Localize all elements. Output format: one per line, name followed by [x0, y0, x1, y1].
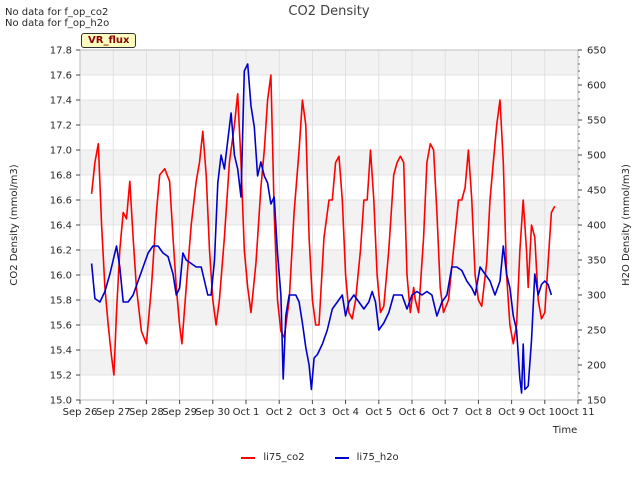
y-tick-label: 16.2: [50, 246, 72, 257]
y-tick-label: 15.8: [50, 296, 72, 307]
legend-swatch-co2: [241, 456, 256, 459]
axis-ticks: 15.0 15.2 15.4 15.6 15.8 16.0 16.2 16.4 16.6 16.8…: [50, 46, 606, 419]
y2-tick-label: 500: [587, 151, 606, 162]
y2-tick-label: 150: [587, 396, 606, 407]
y2-tick-label: 400: [587, 221, 606, 232]
y2-tick-label: 300: [587, 291, 606, 302]
legend-label-h2o: li75_h2o: [356, 452, 399, 463]
series-line-li75_h2o: [90, 63, 553, 394]
y-tick-label: 17.2: [50, 121, 72, 132]
y-axis-label: CO2 Density (mmol/m3): [9, 164, 20, 285]
x-tick-label: Oct 1: [233, 407, 260, 418]
y2-tick-label: 650: [587, 46, 606, 57]
y-tick-label: 15.4: [50, 346, 72, 357]
x-tick-label: Oct 9: [498, 407, 525, 418]
y2-axis-label: H2O Density (mmol/m3): [621, 164, 632, 286]
x-axis-label: Time: [552, 425, 577, 436]
vr-flux-badge: VR_flux: [81, 33, 137, 48]
x-tick-label: Oct 3: [299, 407, 326, 418]
y2-tick-label: 350: [587, 256, 606, 267]
series-line-li75_co2: [90, 74, 556, 376]
x-tick-label: Sep 27: [96, 407, 131, 418]
y-tick-label: 17.6: [50, 71, 72, 82]
y-tick-label: 17.0: [50, 146, 72, 157]
x-tick-label: Sep 26: [63, 407, 98, 418]
legend-item-h2o[interactable]: li75_h2o: [334, 452, 399, 463]
x-tick-label: Oct 6: [399, 407, 426, 418]
legend-label-co2: li75_co2: [263, 452, 305, 463]
y-tick-label: 16.6: [50, 196, 72, 207]
no-data-note-h2o: No data for f_op_h2o: [5, 18, 110, 29]
y-tick-label: 16.8: [50, 171, 72, 182]
x-tick-label: Oct 10: [528, 407, 561, 418]
y2-tick-label: 200: [587, 361, 606, 372]
plot-band: [80, 50, 578, 75]
no-data-note-co2: No data for f_op_co2: [5, 7, 109, 18]
legend-swatch-h2o: [334, 456, 349, 459]
x-tick-label: Oct 5: [365, 407, 392, 418]
chart-title: CO2 Density: [288, 4, 369, 19]
y2-tick-label: 250: [587, 326, 606, 337]
series-lines: [90, 63, 556, 394]
y-tick-label: 16.4: [50, 221, 72, 232]
x-tick-label: Oct 2: [266, 407, 293, 418]
legend-item-co2[interactable]: li75_co2: [241, 452, 305, 463]
y-tick-label: 17.8: [50, 46, 72, 57]
plot-band: [80, 350, 578, 375]
y-tick-label: 17.4: [50, 96, 72, 107]
x-tick-label: Oct 4: [332, 407, 359, 418]
plot-band: [80, 250, 578, 275]
y-tick-label: 16.0: [50, 271, 72, 282]
x-tick-label: Sep 29: [162, 407, 197, 418]
x-tick-label: Oct 7: [432, 407, 459, 418]
x-tick-label: Oct 8: [465, 407, 492, 418]
y2-tick-label: 450: [587, 186, 606, 197]
y2-tick-label: 600: [587, 81, 606, 92]
plot-band: [80, 100, 578, 125]
y-tick-label: 15.6: [50, 321, 72, 332]
y-tick-label: 15.2: [50, 371, 72, 382]
x-tick-label: Sep 30: [195, 407, 230, 418]
gridlines: [79, 49, 579, 401]
legend: li75_co2 li75_h2o: [0, 452, 640, 463]
y2-tick-label: 550: [587, 116, 606, 127]
x-tick-label: Oct 11: [561, 407, 594, 418]
y-tick-label: 15.0: [50, 396, 72, 407]
x-tick-label: Sep 28: [129, 407, 164, 418]
